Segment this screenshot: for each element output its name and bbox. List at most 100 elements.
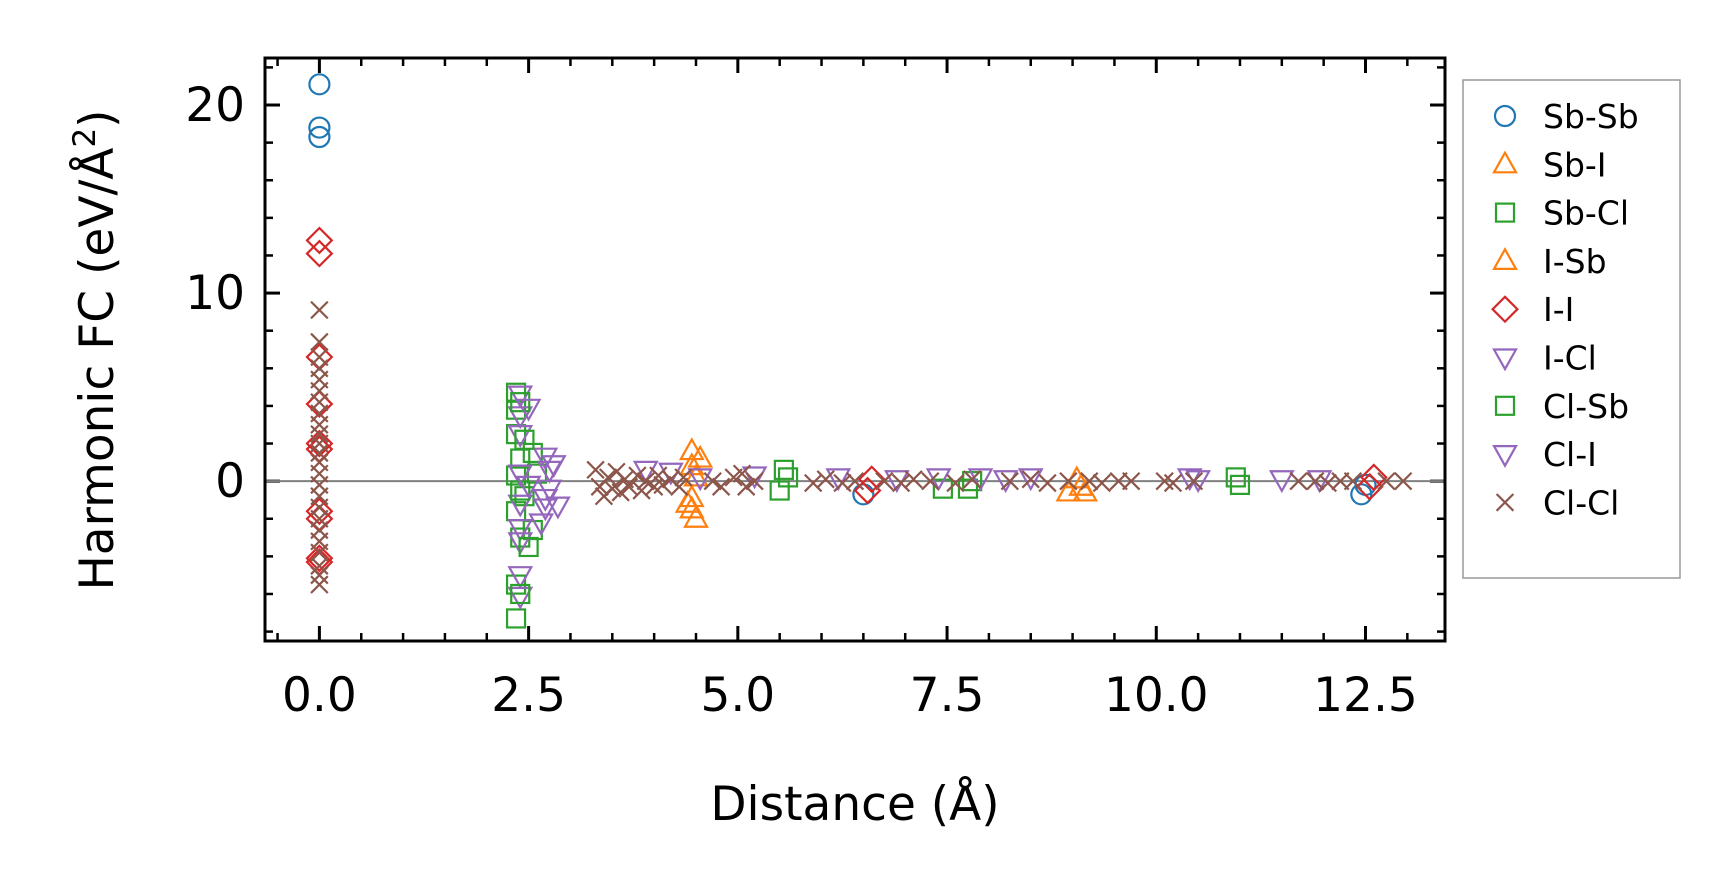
data-point (649, 466, 668, 485)
data-point (1038, 473, 1057, 493)
data-point (310, 424, 329, 444)
y-axis-label-superscript: 2 (67, 128, 103, 148)
series-i-cl (507, 385, 571, 610)
data-point (1021, 470, 1040, 489)
x-tick-label: 0.0 (282, 668, 357, 723)
data-point (825, 468, 852, 492)
data-point (310, 415, 329, 434)
x-tick-label: 12.5 (1313, 668, 1418, 723)
data-point (310, 443, 329, 463)
x-tick-label: 5.0 (700, 668, 775, 723)
legend-label: Sb-I (1543, 145, 1607, 184)
data-point (1289, 471, 1308, 491)
data-point (540, 455, 567, 479)
data-point (737, 477, 756, 496)
data-point (305, 497, 334, 526)
data-point (507, 519, 534, 543)
data-point (1184, 471, 1204, 491)
legend-marker (1494, 395, 1516, 416)
data-point (678, 437, 705, 461)
data-point (628, 466, 647, 485)
legend-label: Cl-I (1543, 435, 1597, 474)
data-point (305, 226, 334, 255)
legend-label: I-I (1543, 290, 1574, 329)
data-point (632, 481, 651, 500)
data-point (803, 473, 823, 493)
y-tick-label: 0 (215, 454, 245, 509)
data-point (310, 575, 329, 594)
data-point (310, 556, 329, 575)
data-point (515, 475, 542, 499)
legend-item: Sb-Sb (1493, 97, 1639, 136)
data-point (510, 392, 531, 413)
legend-item: Cl-I (1492, 435, 1597, 474)
data-point (310, 543, 329, 562)
data-point (305, 390, 334, 418)
data-point (703, 471, 722, 491)
legend-label: Cl-Sb (1543, 387, 1629, 426)
data-point (310, 300, 329, 320)
data-point (1229, 474, 1251, 496)
y-axis-label-close: ) (70, 109, 125, 127)
legend-marker (1495, 493, 1515, 512)
data-point (1059, 471, 1078, 491)
data-point (1393, 471, 1413, 491)
data-point (653, 475, 672, 495)
data-point (1055, 478, 1082, 502)
legend-item: I-Cl (1492, 339, 1597, 378)
legend-marker (1491, 295, 1519, 324)
data-point (510, 583, 531, 605)
data-point (305, 429, 334, 458)
data-point (515, 398, 542, 422)
data-point (308, 125, 331, 149)
series-cl-cl (310, 300, 1413, 594)
data-point (598, 468, 618, 487)
data-point (845, 471, 865, 491)
data-point (683, 463, 709, 487)
legend-item: I-I (1491, 290, 1574, 329)
data-point (1163, 473, 1183, 493)
data-point (308, 73, 331, 96)
legend-marker (1492, 150, 1518, 174)
data-point (962, 470, 982, 489)
y-tick-label: 10 (185, 266, 245, 321)
data-point (921, 471, 940, 491)
data-point (545, 496, 571, 520)
data-point (957, 478, 979, 499)
data-point (1017, 468, 1044, 492)
legend-item: I-Sb (1492, 242, 1607, 281)
legend-marker (1492, 348, 1518, 372)
data-point (636, 471, 655, 491)
data-point (745, 471, 764, 491)
data-point (891, 473, 911, 493)
x-axis-label: Distance (Å) (710, 777, 999, 832)
legend-label: I-Cl (1543, 339, 1597, 378)
tick-labels: 0.0 2.5 5.0 7.5 10.0 12.5 0 10 20 (185, 78, 1418, 723)
data-point (946, 473, 965, 493)
data-point (967, 468, 994, 492)
data-point (670, 477, 689, 496)
data-point (507, 566, 534, 590)
data-point (687, 444, 714, 468)
legend-item: Sb-Cl (1494, 194, 1629, 233)
data-point (674, 468, 693, 487)
data-point (1377, 471, 1396, 491)
legend-marker (1492, 247, 1518, 270)
data-point (310, 434, 329, 453)
data-point (711, 477, 731, 496)
data-point (532, 447, 559, 471)
data-point (308, 116, 331, 139)
data-point (904, 470, 923, 489)
data-point (816, 470, 835, 489)
legend: Sb-Sb Sb-I Sb-Cl I-Sb I-I I-Cl Cl-Sb Cl-I Cl-Cl (1462, 79, 1681, 579)
legend-item: Cl-Sb (1494, 387, 1629, 426)
data-point (1092, 473, 1112, 493)
data-point (514, 429, 535, 450)
data-point (674, 489, 701, 513)
legend-marker (1494, 202, 1516, 223)
series-cl-sb (510, 392, 1246, 605)
data-point (1268, 470, 1295, 494)
data-point (1355, 472, 1384, 501)
data-point (310, 565, 329, 585)
